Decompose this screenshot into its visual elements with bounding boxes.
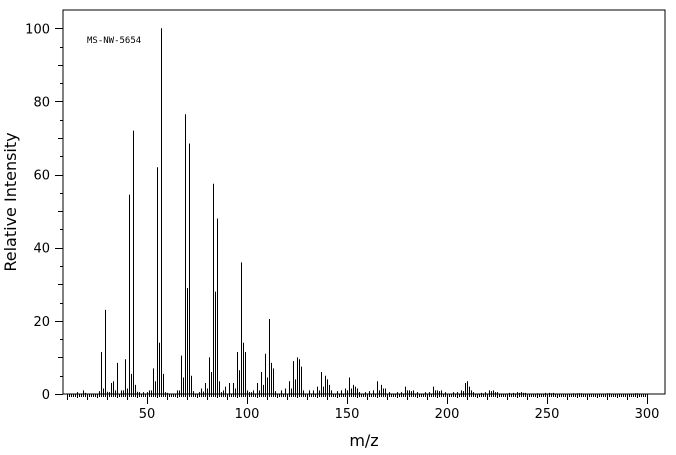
x-tick-label: 200 — [435, 407, 460, 422]
x-tick-label: 250 — [535, 407, 560, 422]
plot-frame — [62, 9, 666, 395]
x-tick-label: 50 — [139, 407, 156, 422]
y-tick-label: 0 — [42, 388, 50, 403]
y-tick-label: 20 — [33, 315, 50, 330]
y-tick-label: 60 — [33, 169, 50, 184]
spectrum-annotation: MS-NW-5654 — [87, 36, 141, 46]
y-tick-label: 40 — [33, 242, 50, 257]
x-tick-label: 100 — [235, 407, 260, 422]
x-tick-label: 150 — [335, 407, 360, 422]
peaks-layer — [77, 28, 638, 394]
x-axis-label: m/z — [349, 431, 378, 450]
x-axis: 50 100 150 200 250 300 — [67, 394, 660, 422]
y-axis-label: Relative Intensity — [1, 132, 20, 271]
y-tick-label: 80 — [33, 95, 50, 110]
y-axis: 0 20 40 60 80 100 — [25, 22, 63, 403]
y-tick-label: 100 — [25, 22, 50, 37]
x-tick-label: 300 — [635, 407, 660, 422]
